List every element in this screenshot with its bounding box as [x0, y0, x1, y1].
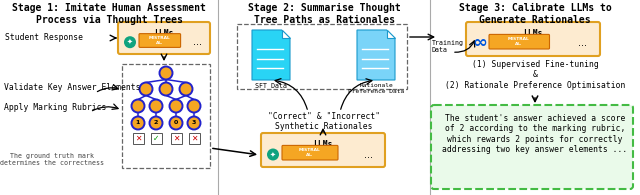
FancyBboxPatch shape	[489, 34, 550, 49]
Text: 3: 3	[192, 121, 196, 126]
Text: ✕: ✕	[135, 134, 141, 143]
Text: ✓: ✓	[153, 134, 159, 143]
Circle shape	[124, 36, 136, 48]
Text: ✦: ✦	[270, 152, 276, 158]
Bar	[170, 133, 182, 144]
FancyBboxPatch shape	[261, 133, 385, 167]
Text: ∞: ∞	[472, 35, 488, 52]
Text: (1) Supervised Fine-tuning
&
(2) Rationale Preference Optimisation: (1) Supervised Fine-tuning & (2) Rationa…	[445, 60, 625, 90]
Text: LLMs: LLMs	[524, 29, 543, 38]
Circle shape	[170, 116, 182, 129]
Circle shape	[150, 116, 163, 129]
Circle shape	[140, 82, 152, 96]
Text: ✕: ✕	[173, 134, 179, 143]
Text: Student Response: Student Response	[5, 34, 83, 43]
FancyBboxPatch shape	[466, 22, 600, 56]
Circle shape	[131, 116, 145, 129]
Text: ✦: ✦	[127, 39, 133, 45]
Text: MISTRAL
AIₕ: MISTRAL AIₕ	[508, 37, 529, 46]
Circle shape	[150, 99, 163, 113]
Text: SFT Data: SFT Data	[255, 83, 287, 89]
Text: The ground truth mark
determines the correctness: The ground truth mark determines the cor…	[0, 153, 104, 166]
Circle shape	[131, 99, 145, 113]
Circle shape	[159, 82, 173, 96]
Polygon shape	[387, 30, 395, 38]
Circle shape	[188, 99, 200, 113]
FancyBboxPatch shape	[282, 145, 338, 160]
Circle shape	[188, 116, 200, 129]
FancyBboxPatch shape	[431, 105, 633, 189]
Text: The student's answer achieved a score
of 2 according to the marking rubric,
whic: The student's answer achieved a score of…	[442, 114, 628, 154]
Text: ...: ...	[364, 150, 373, 160]
Text: Stage 3: Calibrate LLMs to
Generate Rationales: Stage 3: Calibrate LLMs to Generate Rati…	[459, 3, 611, 25]
Text: Apply Marking Rubrics: Apply Marking Rubrics	[4, 104, 106, 113]
Text: ✕: ✕	[191, 134, 197, 143]
Text: 0: 0	[174, 121, 178, 126]
Bar	[132, 133, 143, 144]
Text: ...: ...	[193, 37, 202, 47]
Polygon shape	[357, 30, 395, 80]
Text: MISTRAL
AIₕ: MISTRAL AIₕ	[298, 148, 320, 157]
Circle shape	[170, 99, 182, 113]
Text: MISTRAL
AIₕ: MISTRAL AIₕ	[148, 36, 170, 44]
Bar	[150, 133, 161, 144]
Text: Stage 2: Summarise Thought
Tree Paths as Rationales: Stage 2: Summarise Thought Tree Paths as…	[248, 3, 401, 25]
Text: Validate Key Answer Elements: Validate Key Answer Elements	[4, 83, 141, 92]
Circle shape	[179, 82, 193, 96]
Polygon shape	[252, 30, 290, 80]
Text: Stage 1: Imitate Human Assessment
Process via Thought Trees: Stage 1: Imitate Human Assessment Proces…	[12, 3, 206, 25]
Text: LLMs: LLMs	[313, 140, 333, 149]
Bar	[237, 24, 407, 89]
Text: "Correct" & "Incorrect"
Synthetic Rationales: "Correct" & "Incorrect" Synthetic Ration…	[268, 112, 380, 131]
FancyBboxPatch shape	[118, 22, 210, 54]
Text: LLMs: LLMs	[154, 29, 173, 38]
Bar	[189, 133, 200, 144]
Circle shape	[267, 149, 279, 160]
Text: 1: 1	[136, 121, 140, 126]
Polygon shape	[282, 30, 290, 38]
Text: ...: ...	[578, 38, 587, 49]
Bar	[122, 64, 210, 168]
FancyBboxPatch shape	[139, 34, 180, 47]
Text: Rationale
Preference Data: Rationale Preference Data	[348, 83, 404, 94]
Circle shape	[159, 66, 173, 80]
Text: 2: 2	[154, 121, 158, 126]
Text: Training
Data: Training Data	[432, 40, 464, 52]
